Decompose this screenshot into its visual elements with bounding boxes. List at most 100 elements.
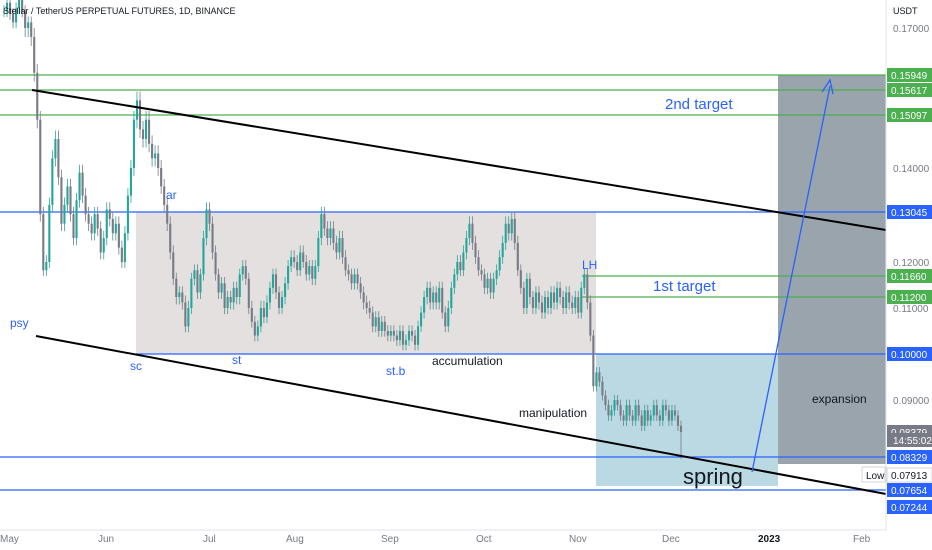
price-tick-label: 0.09000 xyxy=(893,396,930,407)
price-badge: 0.07913 xyxy=(886,467,932,483)
candle xyxy=(211,216,214,260)
label-lh: LH xyxy=(582,258,597,272)
candle xyxy=(39,111,42,222)
price-tick-label: 0.14000 xyxy=(893,164,930,175)
candle xyxy=(386,325,389,342)
candle xyxy=(586,268,589,310)
candle xyxy=(616,395,619,411)
candle xyxy=(81,164,84,204)
candle xyxy=(187,300,190,333)
candle xyxy=(226,290,229,315)
svg-text:0.07654: 0.07654 xyxy=(891,486,928,497)
candle xyxy=(447,300,450,333)
candle xyxy=(483,268,486,295)
candle xyxy=(157,145,160,176)
candle xyxy=(148,111,151,153)
month-label: Dec xyxy=(662,534,680,545)
candle xyxy=(389,325,392,342)
candle xyxy=(90,216,93,241)
chart-annotations: psy sc ar st st.b LH accumulation manipu… xyxy=(10,96,867,489)
candle xyxy=(462,245,465,277)
projection-arrow-head xyxy=(821,78,834,95)
month-label: Feb xyxy=(853,534,871,545)
candle xyxy=(126,188,129,241)
candle xyxy=(244,259,247,286)
svg-text:0.07244: 0.07244 xyxy=(891,503,928,514)
candle xyxy=(510,211,513,241)
candle xyxy=(468,216,471,246)
candle xyxy=(661,399,664,426)
candle xyxy=(565,286,568,315)
month-label: Sep xyxy=(381,534,399,545)
candle xyxy=(559,281,562,305)
candle xyxy=(311,259,314,286)
candle xyxy=(202,230,205,281)
candle xyxy=(417,320,420,351)
svg-text:0.08329: 0.08329 xyxy=(891,453,928,464)
expansion-box[interactable] xyxy=(778,75,886,464)
low-label-box[interactable] xyxy=(861,466,886,483)
candle xyxy=(477,250,480,277)
candle xyxy=(99,221,102,260)
candle xyxy=(413,329,417,351)
candle xyxy=(655,399,658,421)
price-badge: 0.07654 xyxy=(887,483,932,497)
candle xyxy=(299,245,302,277)
price-tick-label: 0.11000 xyxy=(893,304,929,315)
candle xyxy=(664,399,667,416)
candle xyxy=(543,290,547,319)
candle xyxy=(87,206,90,232)
candle xyxy=(531,290,534,315)
projection-arrow-line[interactable] xyxy=(751,85,831,473)
price-badge: 0.15097 xyxy=(887,108,932,122)
candle xyxy=(450,281,453,315)
currency-label: USDT xyxy=(893,6,918,16)
candle xyxy=(592,329,595,392)
candle xyxy=(646,404,649,426)
price-tick-label: 0.12000 xyxy=(893,258,930,269)
channel-lower-line[interactable] xyxy=(35,335,887,495)
candle xyxy=(93,206,96,241)
candle xyxy=(395,329,398,346)
candle xyxy=(492,272,495,299)
candle xyxy=(610,404,613,421)
channel-upper-line[interactable] xyxy=(31,89,887,231)
candle xyxy=(78,164,81,208)
candle xyxy=(262,300,265,324)
candle xyxy=(36,64,39,129)
countdown-text: 14:55:02 xyxy=(893,436,932,447)
svg-text:0.15617: 0.15617 xyxy=(891,86,928,97)
candle xyxy=(5,0,9,18)
candle xyxy=(652,399,655,421)
candle xyxy=(574,290,577,315)
candle xyxy=(72,206,75,246)
candle xyxy=(27,16,30,38)
candle xyxy=(598,367,601,387)
candle xyxy=(519,264,522,295)
price-badge: 0.13045 xyxy=(887,205,932,219)
candle xyxy=(268,281,272,310)
candle xyxy=(501,235,504,264)
time-axis: May Jun Jul Aug Sep Oct Nov Dec 2023 Feb xyxy=(0,534,871,545)
candle xyxy=(57,130,60,185)
candle xyxy=(365,295,368,315)
candle xyxy=(105,202,108,246)
candle xyxy=(193,264,196,286)
price-badge: 0.15949 xyxy=(887,68,932,82)
label-accumulation: accumulation xyxy=(432,354,503,368)
label-spring: spring xyxy=(683,464,743,489)
candle xyxy=(66,178,69,213)
candle xyxy=(15,2,18,29)
candle xyxy=(247,272,250,315)
candle xyxy=(305,255,308,281)
candle xyxy=(220,277,223,299)
candle xyxy=(320,206,323,246)
price-tick-label: 0.17000 xyxy=(893,24,930,35)
candle xyxy=(562,290,565,315)
candle xyxy=(528,272,531,305)
candle xyxy=(2,5,6,18)
candle xyxy=(658,410,661,426)
candle xyxy=(169,216,172,260)
label-second-target: 2nd target xyxy=(665,96,733,113)
